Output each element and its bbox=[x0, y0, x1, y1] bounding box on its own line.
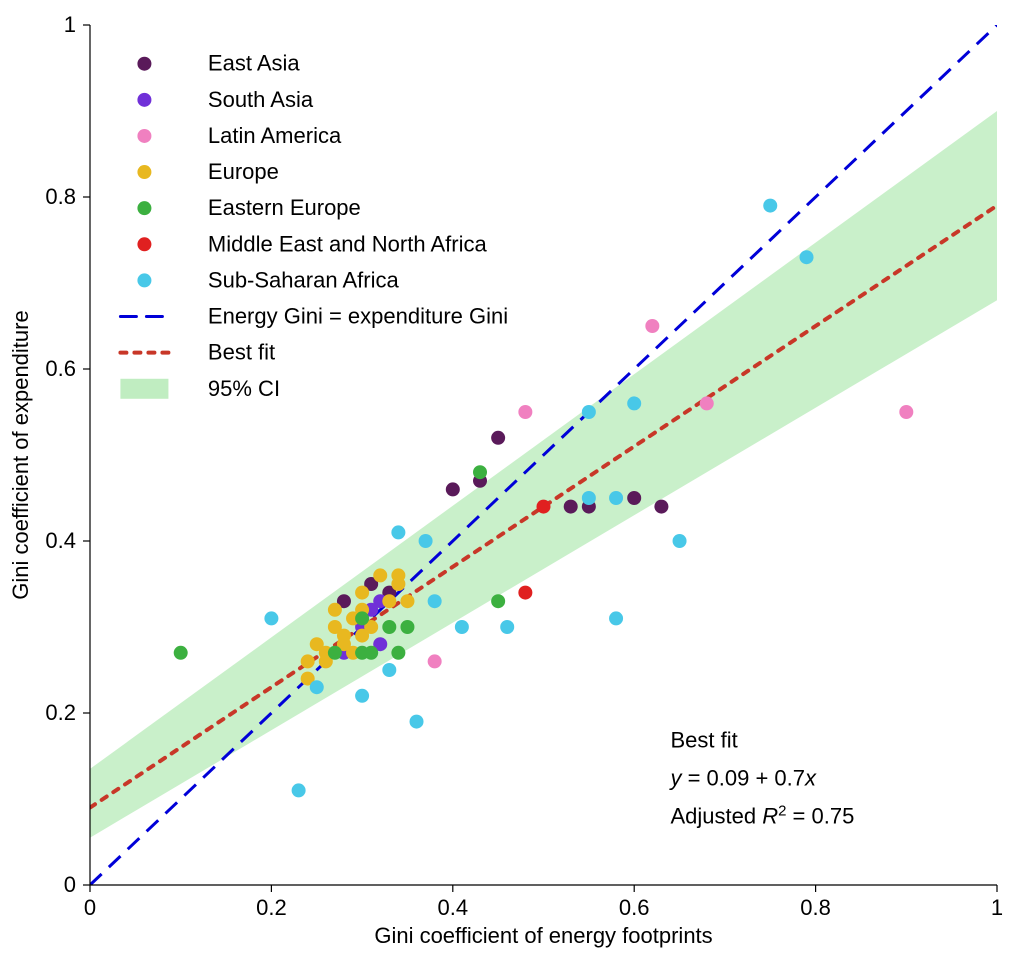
legend-patch bbox=[120, 379, 168, 399]
legend-label: East Asia bbox=[208, 51, 300, 76]
legend-label: Best fit bbox=[208, 340, 275, 365]
data-point bbox=[491, 594, 505, 608]
data-point bbox=[328, 603, 342, 617]
data-point bbox=[410, 715, 424, 729]
chart-svg: 0 0.2 0.4 0.6 0.8 1 0 0.2 0.4 0.6 0.8 1 Gini coeffic… bbox=[0, 0, 1027, 965]
x-tick-label: 0.6 bbox=[619, 895, 650, 920]
data-point bbox=[419, 534, 433, 548]
legend-label: Eastern Europe bbox=[208, 195, 361, 220]
y-tick-label: 0 bbox=[64, 872, 76, 897]
data-point bbox=[391, 568, 405, 582]
x-tick-label: 0.8 bbox=[800, 895, 831, 920]
data-point bbox=[518, 586, 532, 600]
annotation-title: Best fit bbox=[670, 727, 737, 752]
data-point bbox=[800, 250, 814, 264]
y-tick-label: 0.2 bbox=[45, 700, 76, 725]
data-point bbox=[673, 534, 687, 548]
data-point bbox=[328, 646, 342, 660]
data-point bbox=[537, 500, 551, 514]
data-point bbox=[518, 405, 532, 419]
data-point bbox=[382, 594, 396, 608]
legend-marker bbox=[137, 237, 151, 251]
legend-label: Latin America bbox=[208, 123, 342, 148]
data-point bbox=[473, 465, 487, 479]
data-point bbox=[364, 646, 378, 660]
data-point bbox=[500, 620, 514, 634]
legend-marker bbox=[137, 57, 151, 71]
x-tick-label: 0.4 bbox=[438, 895, 469, 920]
data-point bbox=[174, 646, 188, 660]
data-point bbox=[391, 646, 405, 660]
data-point bbox=[355, 586, 369, 600]
data-point bbox=[428, 594, 442, 608]
legend-label: South Asia bbox=[208, 87, 314, 112]
y-tick-label: 1 bbox=[64, 12, 76, 37]
data-point bbox=[391, 525, 405, 539]
x-axis-label: Gini coefficient of energy footprints bbox=[374, 923, 712, 948]
data-point bbox=[382, 620, 396, 634]
data-point bbox=[763, 199, 777, 213]
data-point bbox=[355, 611, 369, 625]
data-point bbox=[310, 680, 324, 694]
data-point bbox=[301, 654, 315, 668]
data-point bbox=[355, 689, 369, 703]
data-point bbox=[373, 568, 387, 582]
y-axis-label: Gini coefficient of expenditure bbox=[8, 310, 33, 599]
data-point bbox=[292, 783, 306, 797]
scatter-chart: 0 0.2 0.4 0.6 0.8 1 0 0.2 0.4 0.6 0.8 1 Gini coeffic… bbox=[0, 0, 1027, 965]
data-point bbox=[264, 611, 278, 625]
x-tick-label: 1 bbox=[991, 895, 1003, 920]
data-point bbox=[654, 500, 668, 514]
data-point bbox=[337, 629, 351, 643]
y-tick-label: 0.8 bbox=[45, 184, 76, 209]
legend-marker bbox=[137, 201, 151, 215]
y-tick-label: 0.4 bbox=[45, 528, 76, 553]
legend-marker bbox=[137, 129, 151, 143]
data-point bbox=[400, 620, 414, 634]
data-point bbox=[627, 491, 641, 505]
data-point bbox=[645, 319, 659, 333]
data-point bbox=[627, 396, 641, 410]
data-point bbox=[491, 431, 505, 445]
data-point bbox=[582, 405, 596, 419]
data-point bbox=[400, 594, 414, 608]
data-point bbox=[899, 405, 913, 419]
legend-marker bbox=[137, 165, 151, 179]
x-tick-label: 0.2 bbox=[256, 895, 287, 920]
data-point bbox=[582, 491, 596, 505]
legend-label: Europe bbox=[208, 159, 279, 184]
annotation-equation: y = 0.09 + 0.7x bbox=[668, 765, 817, 790]
legend-label: Energy Gini = expenditure Gini bbox=[208, 304, 508, 329]
data-point bbox=[446, 482, 460, 496]
legend-label: 95% CI bbox=[208, 376, 280, 401]
data-point bbox=[609, 611, 623, 625]
data-point bbox=[455, 620, 469, 634]
legend-label: Middle East and North Africa bbox=[208, 231, 488, 256]
legend-label: Sub-Saharan Africa bbox=[208, 267, 400, 292]
data-point bbox=[700, 396, 714, 410]
y-tick-label: 0.6 bbox=[45, 356, 76, 381]
data-point bbox=[564, 500, 578, 514]
data-point bbox=[609, 491, 623, 505]
data-point bbox=[382, 663, 396, 677]
annotation-r2: Adjusted R2 = 0.75 bbox=[670, 802, 854, 829]
data-point bbox=[428, 654, 442, 668]
legend-marker bbox=[137, 93, 151, 107]
legend-marker bbox=[137, 273, 151, 287]
x-tick-label: 0 bbox=[84, 895, 96, 920]
